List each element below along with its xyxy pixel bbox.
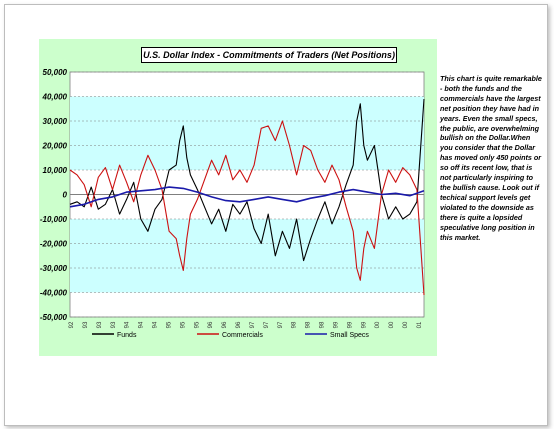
series-line-commercials [69, 120, 425, 296]
x-tick-label: 93 [97, 321, 103, 328]
series-line-funds [69, 98, 425, 262]
legend-label: Small Specs [330, 332, 369, 339]
y-tick-label: 50,000 [43, 68, 68, 77]
shaded-band [70, 219, 424, 293]
y-tick-label: 10,000 [43, 166, 68, 175]
y-tick-label: 40,000 [42, 93, 68, 102]
x-tick-label: 93 [111, 321, 117, 328]
x-tick-label: 95 [166, 321, 172, 328]
x-tick-label: 96 [222, 321, 228, 328]
legend-label: Commercials [222, 332, 263, 339]
x-tick-label: 00 [375, 321, 381, 328]
legend-label: Funds [117, 332, 137, 339]
y-tick-label: -30,000 [40, 264, 68, 273]
shaded-band [70, 96, 424, 170]
commentary-text: This chart is quite remarkable - both th… [440, 74, 542, 242]
x-tick-label: 98 [292, 321, 298, 328]
y-tick-label: 20,000 [42, 142, 68, 151]
x-tick-label: 95 [180, 321, 186, 328]
x-tick-label: 93 [83, 321, 89, 328]
series-line-small-specs [69, 186, 425, 208]
x-tick-label: 95 [194, 321, 200, 328]
x-tick-label: 96 [208, 321, 214, 328]
x-tick-label: 94 [125, 321, 131, 328]
chart-title: U.S. Dollar Index - Commitments of Trade… [141, 47, 397, 63]
x-tick-label: 01 [417, 321, 423, 328]
x-tick-label: 92 [69, 321, 75, 328]
x-tick-label: 00 [389, 321, 395, 328]
x-tick-label: 97 [278, 321, 284, 328]
y-tick-label: -20,000 [40, 240, 68, 249]
x-tick-label: 97 [264, 321, 270, 328]
x-tick-label: 99 [333, 321, 339, 328]
x-tick-label: 98 [306, 321, 312, 328]
x-tick-label: 00 [403, 321, 409, 328]
y-tick-label: -40,000 [40, 289, 68, 298]
y-tick-label: 0 [63, 191, 68, 200]
x-tick-label: 94 [139, 321, 145, 328]
x-tick-label: 94 [153, 321, 159, 328]
x-tick-label: 99 [361, 321, 367, 328]
x-tick-label: 97 [250, 321, 256, 328]
x-tick-label: 99 [347, 321, 353, 328]
x-tick-label: 96 [236, 321, 242, 328]
y-tick-label: -50,000 [40, 313, 68, 322]
y-tick-label: 30,000 [43, 117, 68, 126]
x-tick-label: 98 [320, 321, 326, 328]
y-tick-label: -10,000 [40, 215, 68, 224]
